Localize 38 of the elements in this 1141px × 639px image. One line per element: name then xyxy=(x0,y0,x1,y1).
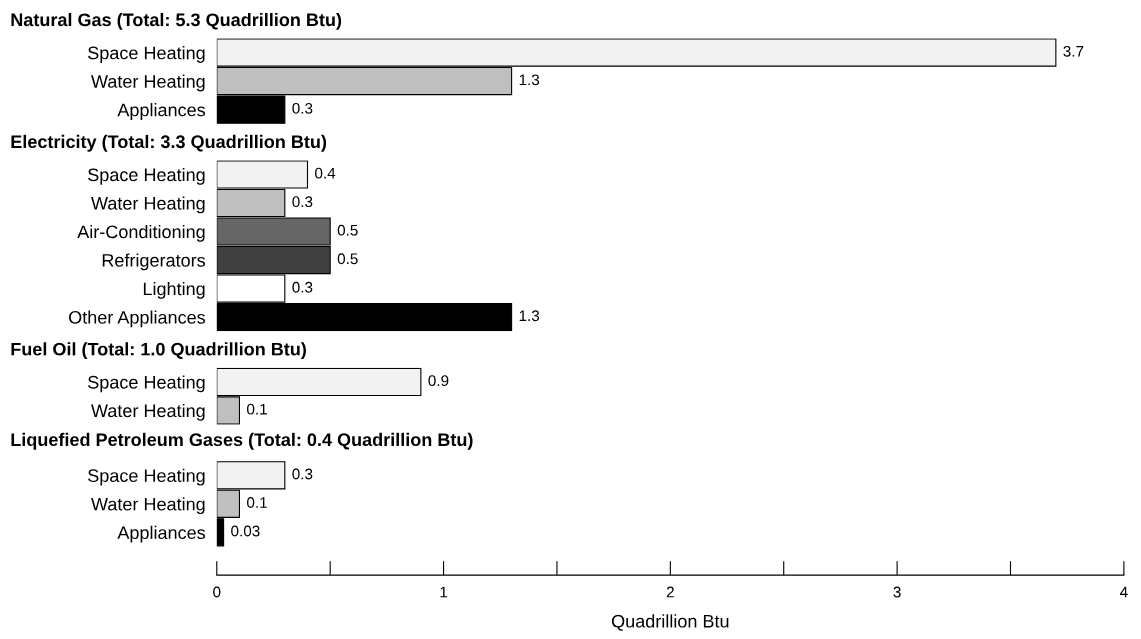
data-label: 1.3 xyxy=(519,74,540,86)
data-label: 0.3 xyxy=(292,468,313,480)
x-tick-label: 2 xyxy=(666,586,674,598)
data-label: 0.3 xyxy=(292,196,313,208)
data-label: 0.5 xyxy=(337,224,358,236)
data-label: 0.3 xyxy=(292,281,313,293)
chart-title: Natural Gas (Total: 5.3 Quadrillion Btu) xyxy=(11,12,342,30)
y-tick-label: Water Heating xyxy=(91,196,205,214)
y-tick-label: Water Heating xyxy=(91,403,205,421)
data-label: 0.5 xyxy=(337,253,358,265)
y-tick-label: Lighting xyxy=(143,282,205,299)
chart-title: Liquefied Petroleum Gases (Total: 0.4 Quadrillion Btu) xyxy=(11,432,473,450)
data-label: 0.9 xyxy=(428,375,449,387)
y-tick-label: Space Heating xyxy=(88,167,205,185)
x-tick-label: 0 xyxy=(213,586,221,598)
y-tick-label: Space Heating xyxy=(88,46,205,63)
x-tick-label: 1 xyxy=(440,586,448,598)
y-tick-label: Appliances xyxy=(117,525,206,543)
y-tick-label: Refrigerators xyxy=(102,253,206,271)
data-label: 1.3 xyxy=(519,310,540,322)
y-tick-label: Appliances xyxy=(117,103,206,120)
y-tick-label: Water Heating xyxy=(91,74,205,92)
y-tick-label: Other Appliances xyxy=(69,310,206,328)
y-tick-label: Space Heating xyxy=(88,375,205,393)
x-tick-label: 3 xyxy=(893,586,901,598)
x-axis-title: Quadrillion Btu xyxy=(611,614,729,631)
data-label: 0.1 xyxy=(247,497,267,508)
data-label: 0.03 xyxy=(231,525,260,537)
y-tick-label: Air-Conditioning xyxy=(77,224,205,242)
data-label: 0.1 xyxy=(247,403,267,415)
chart-title: Fuel Oil (Total: 1.0 Quadrillion Btu) xyxy=(11,342,306,360)
y-tick-label: Space Heating xyxy=(88,468,205,486)
y-tick-label: Water Heating xyxy=(91,497,205,515)
data-label: 0.4 xyxy=(315,167,336,179)
x-tick-label: 4 xyxy=(1119,586,1128,598)
chart-title: Electricity (Total: 3.3 Quadrillion Btu) xyxy=(11,134,327,152)
data-label: 3.7 xyxy=(1063,45,1084,57)
data-label: 0.3 xyxy=(292,102,313,114)
